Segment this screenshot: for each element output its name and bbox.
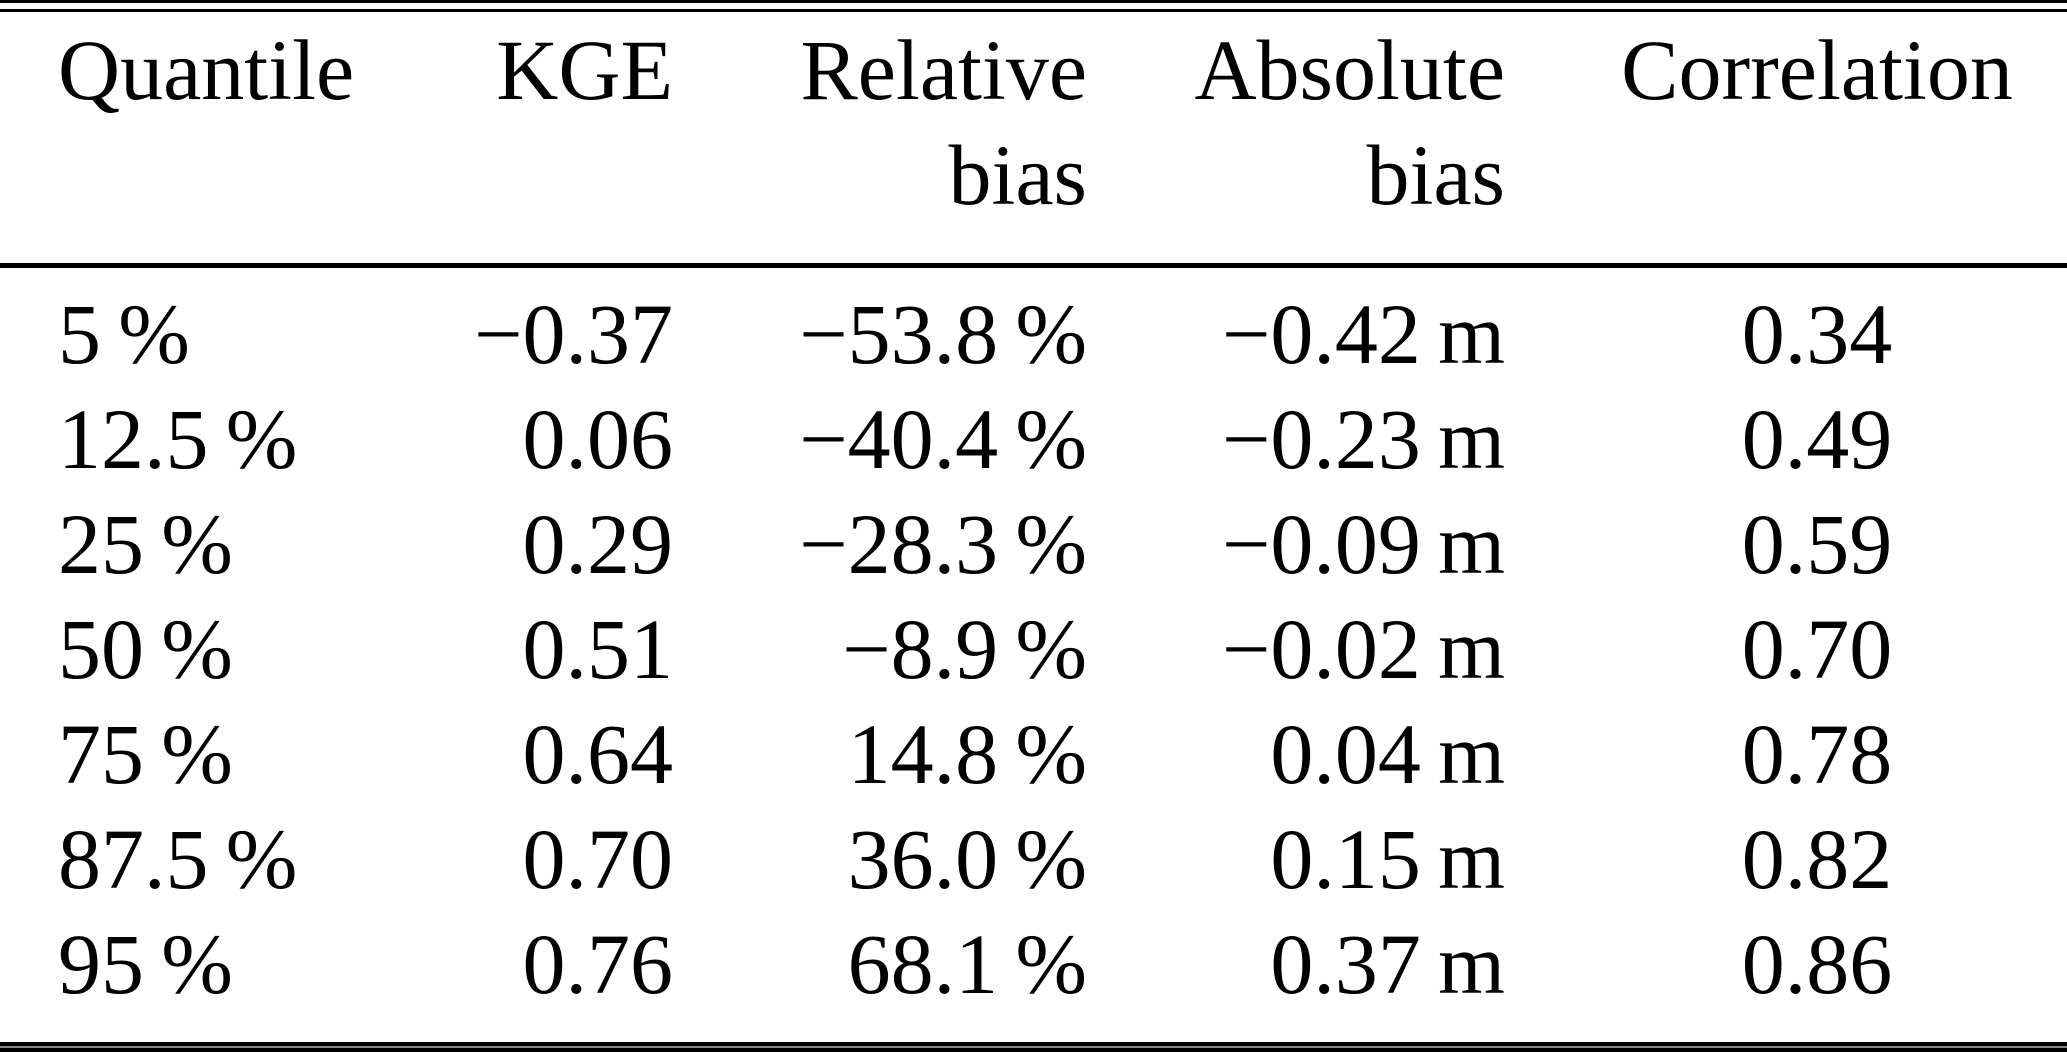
column-header-relative-bias-line1: Relative (800, 21, 1087, 118)
column-header-quantile: Quantile (58, 21, 355, 118)
cell-correlation: 0.82 (1741, 810, 1893, 907)
table-header: Quantile KGE Relative Absolute Correlati… (0, 17, 2067, 227)
table-row: 25 % 0.29 −28.3 % −0.09 m 0.59 (0, 491, 2067, 596)
cell-correlation: 0.34 (1741, 285, 1893, 382)
cell-quantile: 87.5 % (58, 810, 298, 907)
cell-absolute-bias: 0.15 m (1270, 810, 1505, 907)
cell-relative-bias: −28.3 % (799, 495, 1087, 592)
cell-correlation: 0.70 (1741, 600, 1893, 697)
table-row: 5 % −0.37 −53.8 % −0.42 m 0.34 (0, 281, 2067, 386)
cell-absolute-bias: −0.09 m (1221, 495, 1505, 592)
bottom-rule-outer (0, 1048, 2067, 1052)
cell-kge: 0.70 (522, 810, 674, 907)
top-rule-inner (0, 9, 2067, 12)
cell-quantile: 25 % (58, 495, 233, 592)
cell-relative-bias: −53.8 % (799, 285, 1087, 382)
table-row: 87.5 % 0.70 36.0 % 0.15 m 0.82 (0, 806, 2067, 911)
cell-correlation: 0.78 (1741, 705, 1893, 802)
cell-kge: 0.76 (522, 915, 674, 1012)
bottom-rule-gap (0, 1046, 2067, 1048)
cell-kge: 0.51 (522, 600, 674, 697)
cell-kge: 0.64 (522, 705, 674, 802)
header-row-line1: Quantile KGE Relative Absolute Correlati… (0, 17, 2067, 122)
cell-relative-bias: 14.8 % (847, 705, 1087, 802)
cell-relative-bias: −8.9 % (842, 600, 1087, 697)
cell-quantile: 75 % (58, 705, 233, 802)
column-header-correlation: Correlation (1621, 21, 2013, 118)
cell-absolute-bias: 0.04 m (1270, 705, 1505, 802)
table-row: 95 % 0.76 68.1 % 0.37 m 0.86 (0, 911, 2067, 1016)
cell-quantile: 5 % (58, 285, 190, 382)
cell-relative-bias: 68.1 % (847, 915, 1087, 1012)
cell-kge: 0.29 (522, 495, 674, 592)
cell-absolute-bias: 0.37 m (1270, 915, 1505, 1012)
cell-quantile: 12.5 % (58, 390, 298, 487)
header-row-line2: bias bias (0, 122, 2067, 227)
top-rule-gap (0, 3, 2067, 9)
cell-kge: −0.37 (473, 285, 673, 382)
table-body: 5 % −0.37 −53.8 % −0.42 m 0.34 12.5 % 0.… (0, 281, 2067, 1016)
cell-correlation: 0.59 (1741, 495, 1893, 592)
cell-quantile: 50 % (58, 600, 233, 697)
table-row: 12.5 % 0.06 −40.4 % −0.23 m 0.49 (0, 386, 2067, 491)
cell-correlation: 0.49 (1741, 390, 1893, 487)
cell-relative-bias: −40.4 % (799, 390, 1087, 487)
cell-relative-bias: 36.0 % (847, 810, 1087, 907)
top-rule-outer (0, 0, 2067, 3)
cell-absolute-bias: −0.23 m (1221, 390, 1505, 487)
header-rule (0, 263, 2067, 268)
column-header-kge: KGE (496, 21, 673, 118)
cell-correlation: 0.86 (1741, 915, 1893, 1012)
cell-quantile: 95 % (58, 915, 233, 1012)
table-row: 50 % 0.51 −8.9 % −0.02 m 0.70 (0, 596, 2067, 701)
bottom-rule-inner (0, 1042, 2067, 1046)
column-header-relative-bias-line2: bias (948, 126, 1087, 223)
column-header-absolute-bias-line1: Absolute (1194, 21, 1505, 118)
cell-absolute-bias: −0.42 m (1221, 285, 1505, 382)
table-row: 75 % 0.64 14.8 % 0.04 m 0.78 (0, 701, 2067, 806)
column-header-absolute-bias-line2: bias (1366, 126, 1505, 223)
cell-absolute-bias: −0.02 m (1221, 600, 1505, 697)
cell-kge: 0.06 (522, 390, 674, 487)
